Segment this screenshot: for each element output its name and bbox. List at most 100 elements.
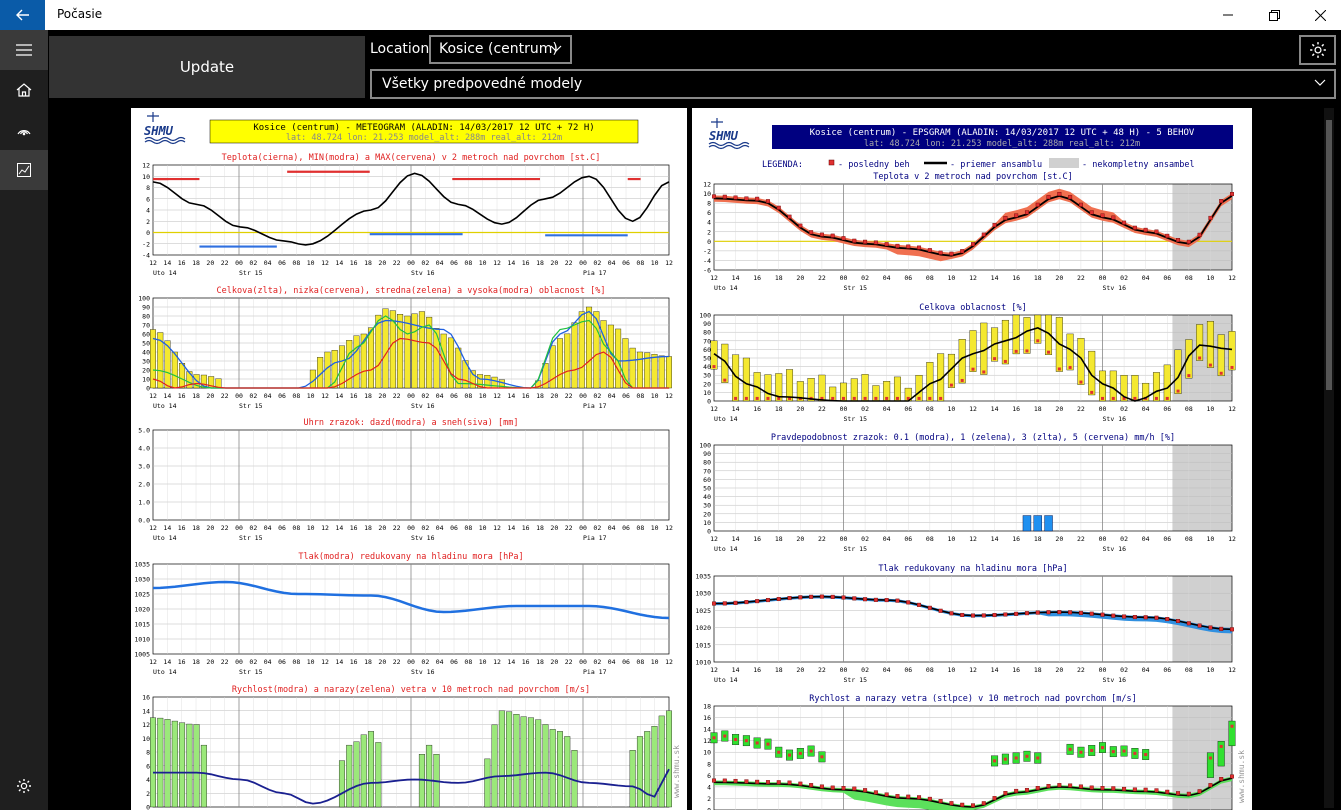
day-label: Pia 17: [583, 534, 607, 542]
last-run-marker: [809, 749, 813, 753]
x-tick-label: 00: [579, 259, 587, 267]
y-tick-label: 90: [703, 450, 711, 458]
last-run-marker: [830, 594, 835, 599]
x-tick-label: 22: [393, 259, 401, 267]
x-tick-label: 02: [1120, 274, 1128, 282]
x-tick-label: 04: [264, 658, 272, 666]
x-tick-label: 00: [235, 259, 243, 267]
last-run-marker: [1187, 374, 1191, 378]
last-run-marker: [1219, 626, 1224, 631]
x-tick-label: 10: [307, 392, 315, 400]
x-tick-label: 02: [421, 658, 429, 666]
x-tick-label: 16: [1012, 405, 1020, 413]
x-tick-label: 12: [149, 524, 157, 532]
location-dropdown[interactable]: Kosice (centrum): [429, 35, 572, 64]
x-tick-label: 08: [926, 666, 934, 674]
x-tick-label: 16: [522, 524, 530, 532]
x-tick-label: 12: [969, 405, 977, 413]
x-tick-label: 04: [608, 259, 616, 267]
y-tick-label: 2.0: [138, 481, 150, 489]
x-tick-label: 04: [608, 524, 616, 532]
x-tick-label: 10: [1207, 405, 1215, 413]
last-run-marker: [949, 251, 954, 256]
wind-speed-line: [153, 768, 670, 805]
y-tick-label: 1035: [134, 561, 150, 569]
y-tick-label: 60: [703, 346, 711, 354]
sidebar-settings-button[interactable]: [0, 766, 48, 806]
last-run-marker: [993, 357, 997, 361]
close-button[interactable]: [1297, 0, 1341, 30]
restore-button[interactable]: [1251, 0, 1297, 30]
wind-spread: [714, 776, 1232, 810]
day-label: Uto 14: [153, 534, 177, 542]
x-tick-label: 10: [479, 392, 487, 400]
radar-button[interactable]: [0, 110, 48, 150]
location-label: Location: [370, 41, 430, 57]
last-run-marker: [1186, 621, 1191, 626]
last-run-marker: [1014, 611, 1019, 616]
x-tick-label: 14: [335, 392, 343, 400]
gear-icon: [17, 779, 31, 793]
restore-icon: [1268, 9, 1280, 21]
day-label: Str 15: [844, 284, 868, 292]
day-label: Pia 17: [583, 269, 607, 277]
last-run-marker: [863, 597, 868, 602]
day-label: Uto 14: [714, 415, 738, 423]
x-tick-label: 00: [579, 524, 587, 532]
x-tick-label: 10: [948, 666, 956, 674]
back-button[interactable]: [0, 0, 45, 30]
x-tick-label: 08: [926, 535, 934, 543]
hamburger-button[interactable]: [0, 30, 48, 70]
settings-button[interactable]: [1299, 35, 1336, 65]
total-cloud-bar: [433, 328, 440, 389]
y-tick-label: 4.0: [138, 445, 150, 453]
chart-title: Uhrn zrazok: dazd(modra) a sneh(siva) [m…: [304, 418, 519, 428]
x-tick-label: 06: [450, 524, 458, 532]
x-tick-label: 20: [1055, 666, 1063, 674]
total-cloud-bar: [658, 355, 665, 389]
last-run-marker: [819, 594, 824, 599]
x-tick-label: 04: [264, 259, 272, 267]
meteogram-panel: SHMU Kosice (centrum) - METEOGRAM (ALADI…: [131, 108, 687, 810]
x-tick-label: 14: [732, 405, 740, 413]
last-run-marker: [1219, 199, 1224, 204]
y-tick-label: 6: [146, 762, 150, 770]
x-tick-label: 22: [818, 405, 826, 413]
y-tick-label: 20: [703, 510, 711, 518]
update-button[interactable]: Update: [49, 36, 365, 98]
day-label: Str 15: [844, 415, 868, 423]
last-run-marker: [1035, 610, 1040, 615]
y-tick-label: 1020: [134, 606, 150, 614]
scrollbar[interactable]: [1324, 108, 1334, 808]
last-run-marker: [809, 783, 814, 788]
x-tick-label: 18: [775, 666, 783, 674]
cloud-range-bar: [1142, 382, 1150, 402]
last-run-marker: [1219, 744, 1223, 748]
models-dropdown[interactable]: Všetky predpovedné modely: [370, 69, 1336, 99]
last-run-marker: [830, 233, 835, 238]
last-run-marker: [981, 801, 986, 806]
total-cloud-bar: [397, 314, 404, 389]
total-cloud-bar: [404, 315, 411, 389]
x-tick-label: 08: [1185, 405, 1193, 413]
x-tick-label: 00: [1099, 666, 1107, 674]
last-run-marker: [809, 230, 814, 235]
meteogram-button[interactable]: [0, 150, 48, 190]
total-cloud-bar: [375, 314, 382, 389]
x-tick-label: 10: [651, 259, 659, 267]
x-tick-label: 10: [1207, 535, 1215, 543]
last-run-marker: [1208, 625, 1213, 630]
y-tick-label: 20: [142, 367, 150, 375]
last-run-marker: [1122, 786, 1127, 791]
x-tick-label: 12: [493, 259, 501, 267]
scrollbar-thumb[interactable]: [1326, 120, 1332, 390]
x-tick-label: 12: [149, 658, 157, 666]
cloud-range-bar: [807, 378, 815, 402]
home-button[interactable]: [0, 70, 48, 110]
last-run-marker: [777, 750, 781, 754]
x-tick-label: 04: [883, 405, 891, 413]
epsgram-header: Kosice (centrum) - EPSGRAM (ALADIN: 14/0…: [810, 128, 1195, 138]
minimize-button[interactable]: [1205, 0, 1251, 30]
cloud-range-bar: [1077, 338, 1085, 385]
cloud-range-bar: [1109, 370, 1117, 402]
